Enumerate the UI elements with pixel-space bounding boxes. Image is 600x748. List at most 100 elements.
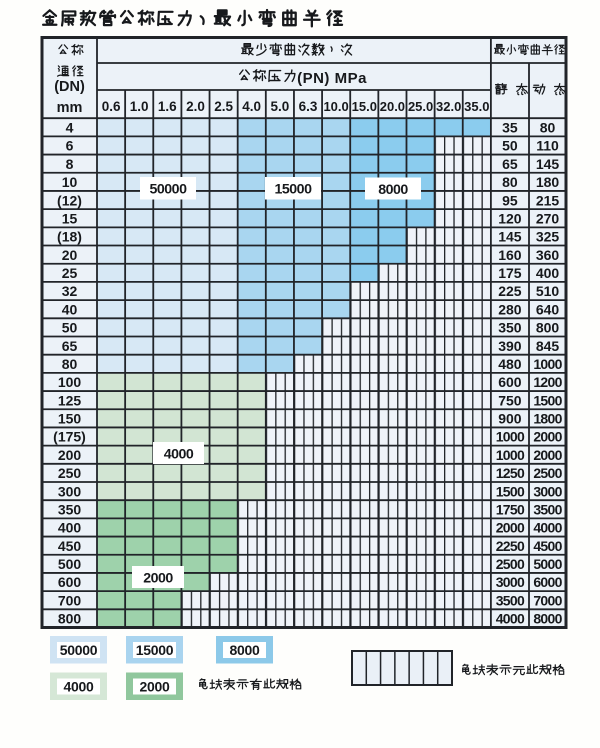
svg-text:10.0: 10.0: [323, 99, 348, 114]
svg-text:8000: 8000: [533, 611, 562, 627]
svg-text:145: 145: [536, 156, 560, 172]
svg-text:65: 65: [62, 338, 78, 354]
svg-text:5.0: 5.0: [271, 99, 290, 114]
svg-text:280: 280: [498, 301, 522, 317]
svg-text:15000: 15000: [136, 642, 174, 658]
svg-text:160: 160: [498, 247, 522, 263]
svg-text:100: 100: [58, 374, 82, 390]
svg-text:360: 360: [536, 247, 560, 263]
svg-text:1.0: 1.0: [130, 99, 149, 114]
svg-text:15.0: 15.0: [352, 99, 377, 114]
svg-text:480: 480: [498, 356, 522, 372]
svg-text:8000: 8000: [230, 642, 260, 658]
svg-text:500: 500: [58, 556, 82, 572]
svg-text:4.0: 4.0: [242, 99, 261, 114]
svg-text:1500: 1500: [496, 483, 525, 499]
svg-text:25: 25: [62, 265, 78, 281]
svg-text:1.6: 1.6: [158, 99, 177, 114]
svg-text:32: 32: [62, 283, 78, 299]
svg-text:2250: 2250: [496, 538, 525, 554]
svg-text:270: 270: [536, 210, 560, 226]
svg-text:mm: mm: [57, 100, 83, 116]
svg-text:2500: 2500: [496, 556, 525, 572]
svg-text:2000: 2000: [143, 570, 173, 586]
svg-text:15: 15: [62, 210, 78, 226]
svg-text:2.5: 2.5: [214, 99, 233, 114]
svg-text:1200: 1200: [533, 374, 562, 390]
svg-text:20: 20: [62, 247, 78, 263]
svg-text:640: 640: [536, 301, 560, 317]
svg-text:225: 225: [498, 283, 522, 299]
svg-text:2000: 2000: [496, 520, 525, 536]
svg-text:6000: 6000: [533, 574, 562, 590]
svg-text:1500: 1500: [533, 392, 562, 408]
svg-text:6.3: 6.3: [299, 99, 318, 114]
svg-text:800: 800: [536, 320, 560, 336]
svg-text:600: 600: [498, 374, 522, 390]
svg-text:15000: 15000: [275, 182, 313, 198]
svg-text:4000: 4000: [496, 611, 525, 627]
svg-text:125: 125: [58, 392, 82, 408]
svg-text:1750: 1750: [496, 502, 525, 518]
svg-text:4: 4: [66, 120, 74, 136]
svg-text:600: 600: [58, 574, 82, 590]
svg-text:1250: 1250: [496, 465, 525, 481]
svg-text:3500: 3500: [496, 592, 525, 608]
svg-text:390: 390: [498, 338, 522, 354]
svg-text:750: 750: [498, 392, 522, 408]
svg-text:2.0: 2.0: [186, 99, 205, 114]
svg-text:35.0: 35.0: [464, 99, 489, 114]
svg-text:(18): (18): [57, 229, 82, 245]
svg-text:1000: 1000: [496, 429, 525, 445]
svg-text:0.6: 0.6: [102, 99, 121, 114]
svg-text:3000: 3000: [496, 574, 525, 590]
svg-text:2000: 2000: [140, 679, 170, 695]
svg-text:4000: 4000: [164, 446, 194, 462]
svg-text:6: 6: [66, 138, 74, 154]
svg-text:300: 300: [58, 483, 82, 499]
svg-text:10: 10: [62, 174, 78, 190]
svg-text:1800: 1800: [533, 411, 562, 427]
svg-text:1000: 1000: [533, 356, 562, 372]
svg-text:110: 110: [536, 138, 559, 154]
svg-text:50: 50: [502, 138, 518, 154]
svg-text:145: 145: [498, 229, 522, 245]
svg-text:700: 700: [58, 592, 82, 608]
svg-text:325: 325: [536, 229, 560, 245]
svg-text:40: 40: [62, 301, 78, 317]
svg-text:32.0: 32.0: [436, 99, 461, 114]
svg-text:2000: 2000: [533, 429, 562, 445]
svg-text:4500: 4500: [533, 538, 562, 554]
svg-text:(175): (175): [53, 429, 86, 445]
svg-text:20.0: 20.0: [380, 99, 405, 114]
svg-text:350: 350: [498, 320, 522, 336]
svg-text:2000: 2000: [533, 447, 562, 463]
svg-text:95: 95: [502, 192, 518, 208]
svg-text:(DN): (DN): [54, 79, 85, 95]
svg-text:(12): (12): [57, 192, 82, 208]
svg-text:510: 510: [536, 283, 560, 299]
svg-text:3000: 3000: [533, 483, 562, 499]
svg-text:3500: 3500: [533, 502, 562, 518]
svg-text:150: 150: [58, 411, 82, 427]
svg-text:(PN) MPa: (PN) MPa: [297, 70, 367, 87]
svg-text:350: 350: [58, 502, 82, 518]
svg-text:80: 80: [62, 356, 78, 372]
svg-text:8: 8: [66, 156, 74, 172]
svg-text:8000: 8000: [378, 182, 408, 198]
svg-text:5000: 5000: [533, 556, 562, 572]
svg-text:400: 400: [58, 520, 82, 536]
svg-text:200: 200: [58, 447, 82, 463]
svg-text:450: 450: [58, 538, 82, 554]
svg-text:400: 400: [536, 265, 560, 281]
svg-text:50: 50: [62, 320, 78, 336]
svg-text:50000: 50000: [60, 642, 98, 658]
svg-text:120: 120: [498, 210, 522, 226]
svg-text:4000: 4000: [64, 679, 94, 695]
svg-text:80: 80: [540, 120, 556, 136]
svg-text:4000: 4000: [533, 520, 562, 536]
svg-text:7000: 7000: [533, 592, 562, 608]
svg-text:50000: 50000: [150, 182, 188, 198]
svg-text:845: 845: [536, 338, 560, 354]
svg-text:2500: 2500: [533, 465, 562, 481]
